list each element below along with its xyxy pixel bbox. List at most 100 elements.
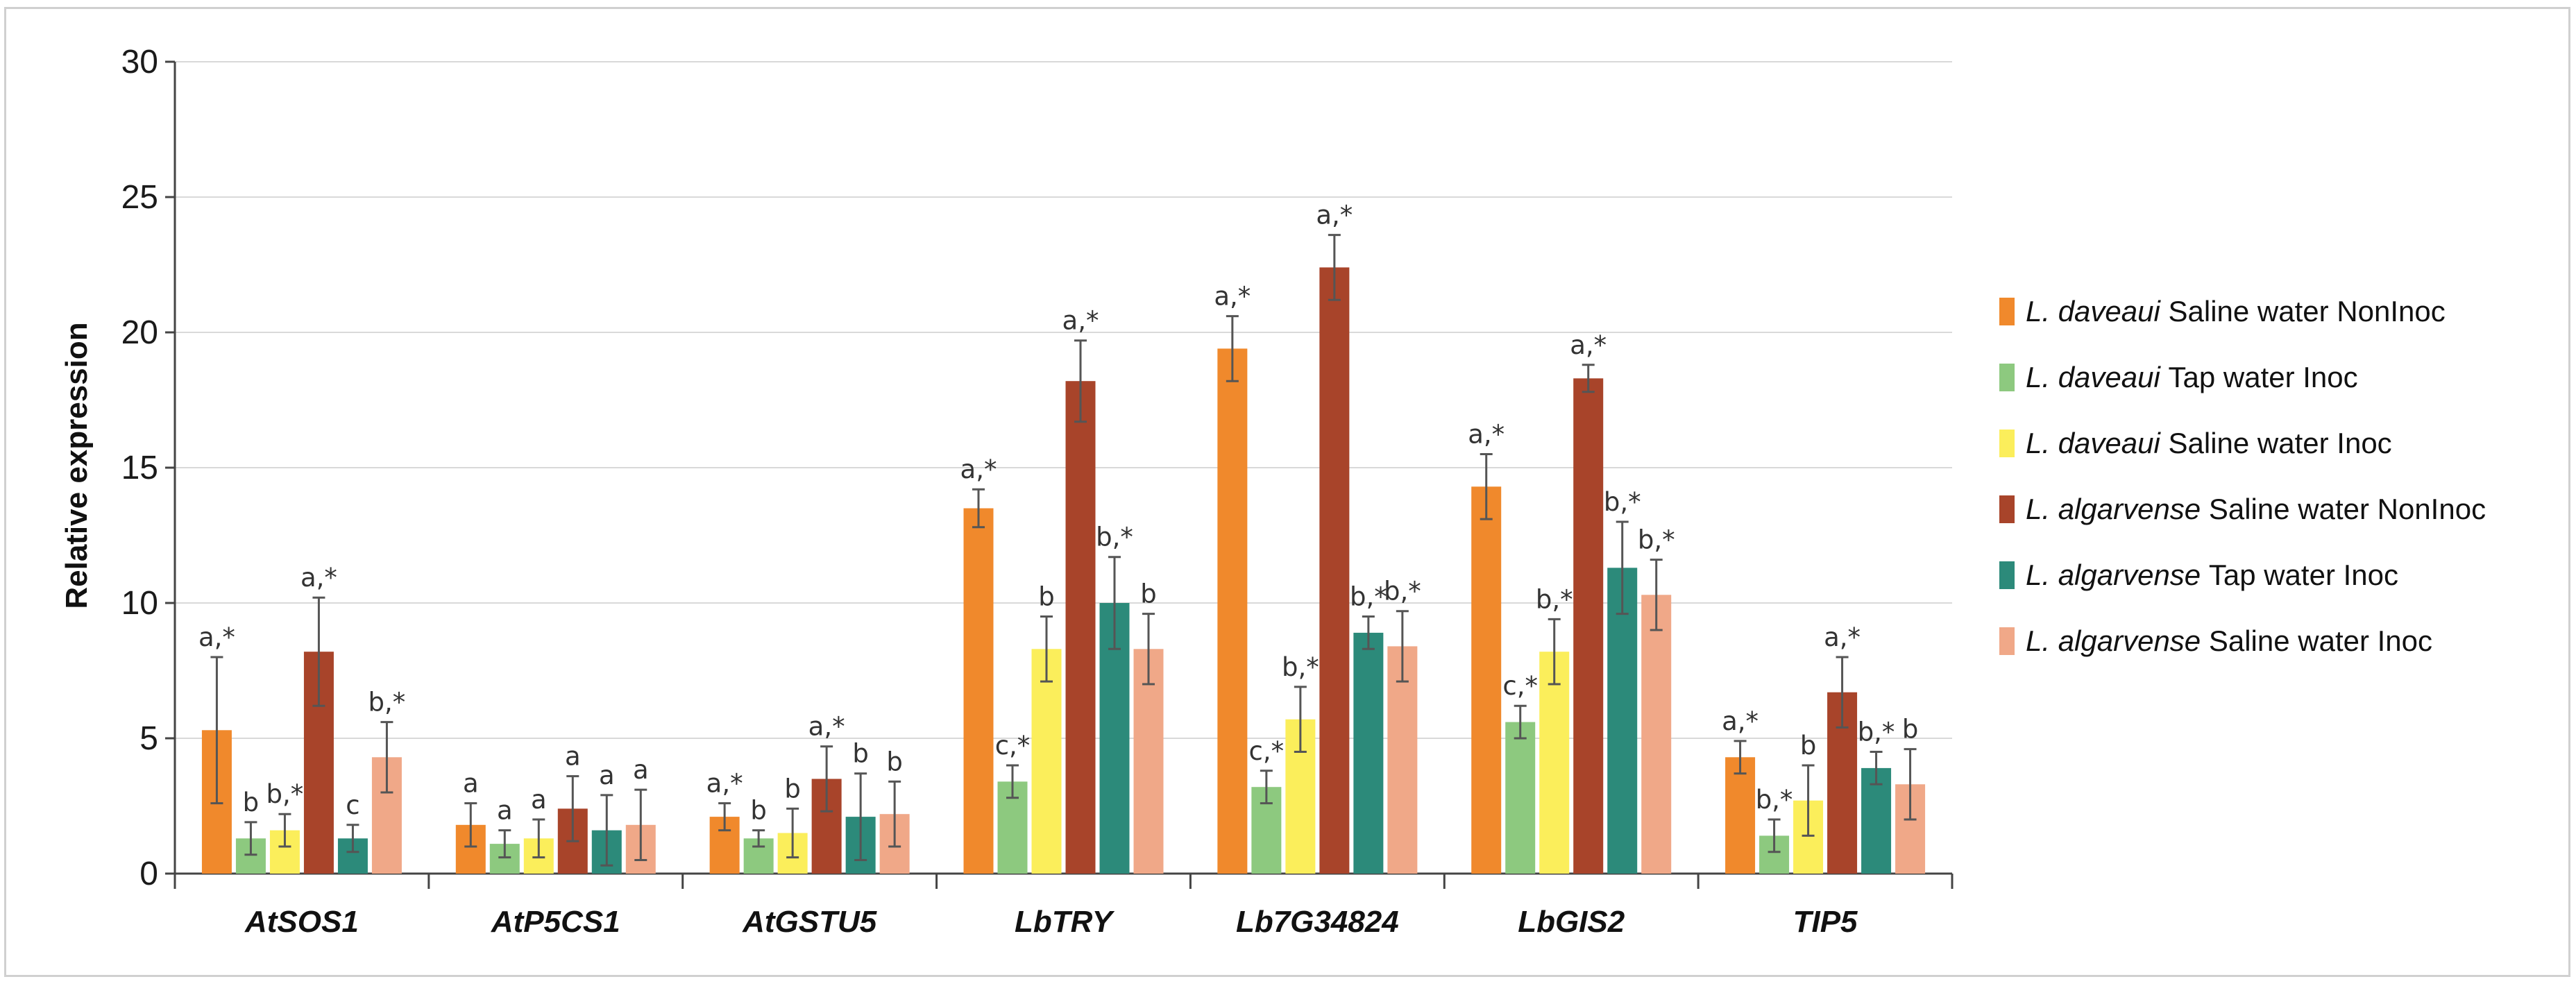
bar	[1641, 595, 1672, 874]
y-tick-label: 25	[121, 179, 158, 216]
significance-label: b,*	[1604, 487, 1641, 517]
category-label: LbGIS2	[1518, 905, 1625, 939]
significance-label: b	[243, 788, 260, 817]
significance-label: a,*	[1824, 622, 1861, 652]
axes: 0 5 10 15 20 25 30	[121, 44, 1954, 892]
significance-labels: a,*b b,*a,*cb,*aa aaa a a,*bba,*b ba,*c,*ba,*…	[198, 201, 1918, 826]
significance-label: a,*	[1062, 306, 1099, 336]
significance-label: a,*	[1316, 201, 1353, 230]
significance-label: c,*	[1502, 671, 1538, 701]
significance-label: a,*	[1570, 330, 1607, 360]
y-tick-label: 10	[121, 585, 158, 622]
significance-label: a,*	[198, 622, 235, 652]
significance-label: b	[1038, 582, 1055, 612]
legend-label: L. daveaui Saline water Inoc	[2026, 427, 2392, 459]
bar	[1217, 348, 1248, 874]
significance-label: b,*	[1096, 522, 1133, 552]
legend-label: L. algarvense Saline water NonInoc	[2026, 493, 2486, 525]
legend-item: L. algarvense Saline water Inoc	[1999, 624, 2432, 657]
legend-item: L. daveaui Saline water Inoc	[1999, 427, 2392, 459]
bar	[1031, 649, 1062, 874]
bar	[1471, 486, 1502, 874]
legend-label: L. algarvense Tap water Inoc	[2026, 559, 2398, 591]
category-label: LbTRY	[1015, 905, 1115, 939]
significance-label: b,*	[368, 688, 406, 717]
y-axis-title: Relative expression	[60, 322, 94, 609]
category-label: TIP5	[1793, 905, 1858, 939]
legend-item: L. daveaui Saline water NonInoc	[1999, 295, 2446, 328]
category-labels: AtSOS1 AtP5CS1 AtGSTU5 LbTRY Lb7G34824 LbGIS2…	[244, 905, 1858, 939]
significance-label: a	[497, 796, 513, 826]
bar	[1065, 381, 1096, 874]
bar	[1319, 267, 1350, 874]
legend-label: L. algarvense Saline water Inoc	[2026, 624, 2432, 657]
gridlines	[175, 61, 1952, 739]
significance-label: b	[1800, 731, 1817, 760]
significance-label: a,*	[1722, 706, 1759, 736]
legend-swatch	[1999, 298, 2015, 325]
significance-label: a,*	[1468, 420, 1505, 450]
bar	[1607, 568, 1638, 874]
significance-label: a	[531, 785, 547, 815]
significance-label: a,*	[1214, 282, 1251, 312]
significance-label: b,*	[1858, 717, 1895, 747]
significance-label: b	[1902, 715, 1919, 745]
error-bars	[210, 234, 1917, 867]
legend-item: L. algarvense Saline water NonInoc	[1999, 493, 2486, 525]
significance-label: b,*	[1350, 582, 1387, 612]
legend-swatch	[1999, 364, 2015, 391]
significance-label: a,*	[960, 454, 997, 484]
significance-label: c,*	[1249, 736, 1285, 766]
legend-swatch	[1999, 561, 2015, 589]
significance-label: b	[852, 739, 869, 769]
significance-label: a	[565, 742, 581, 772]
significance-label: b,*	[1638, 525, 1675, 555]
y-tick-label: 5	[139, 720, 158, 757]
category-label: Lb7G34824	[1236, 905, 1399, 939]
significance-label: b,*	[1282, 652, 1319, 682]
bar	[1133, 649, 1164, 874]
bar	[1353, 632, 1384, 874]
significance-label: b	[1140, 579, 1157, 609]
significance-label: a	[463, 769, 479, 799]
bar	[1861, 767, 1892, 874]
significance-label: b	[886, 747, 903, 776]
significance-label: b,*	[266, 779, 304, 809]
chart-frame: 0 5 10 15 20 25 30 a,* b b,* a,* c b,* a a a a a a a,* b b a,…	[4, 7, 2570, 977]
significance-label: b,*	[1536, 584, 1573, 614]
bar	[1539, 652, 1570, 874]
significance-label: a,*	[706, 769, 743, 799]
significance-label: b,*	[1756, 785, 1793, 815]
y-tick-label: 0	[139, 856, 158, 892]
legend-swatch	[1999, 627, 2015, 655]
y-tick-label: 30	[121, 44, 158, 80]
bar	[1505, 722, 1536, 874]
significance-label: b	[750, 796, 767, 826]
significance-label: a	[599, 760, 615, 790]
legend-label: L. daveaui Saline water NonInoc	[2026, 295, 2446, 328]
legend-label: L. daveaui Tap water Inoc	[2026, 361, 2358, 393]
legend: L. daveaui Saline water NonInoc L. daveau…	[1999, 295, 2486, 657]
legend-item: L. algarvense Tap water Inoc	[1999, 559, 2398, 591]
bar	[963, 508, 994, 874]
bar	[1573, 378, 1604, 874]
bar	[1387, 646, 1418, 874]
y-tick-label: 20	[121, 314, 158, 351]
legend-swatch	[1999, 430, 2015, 457]
significance-label: c	[346, 790, 359, 820]
significance-label: a	[633, 755, 649, 785]
significance-label: a,*	[808, 712, 845, 742]
category-label: AtSOS1	[244, 905, 359, 939]
bar	[1725, 757, 1756, 874]
bars	[201, 267, 1926, 874]
y-tick-label: 15	[121, 450, 158, 486]
significance-label: a,*	[300, 563, 337, 593]
legend-swatch	[1999, 495, 2015, 523]
legend-item: L. daveaui Tap water Inoc	[1999, 361, 2358, 393]
category-label: AtP5CS1	[491, 905, 620, 939]
significance-label: c,*	[995, 731, 1031, 760]
significance-label: b	[784, 774, 801, 804]
significance-label: b,*	[1384, 577, 1421, 606]
category-label: AtGSTU5	[742, 905, 877, 939]
